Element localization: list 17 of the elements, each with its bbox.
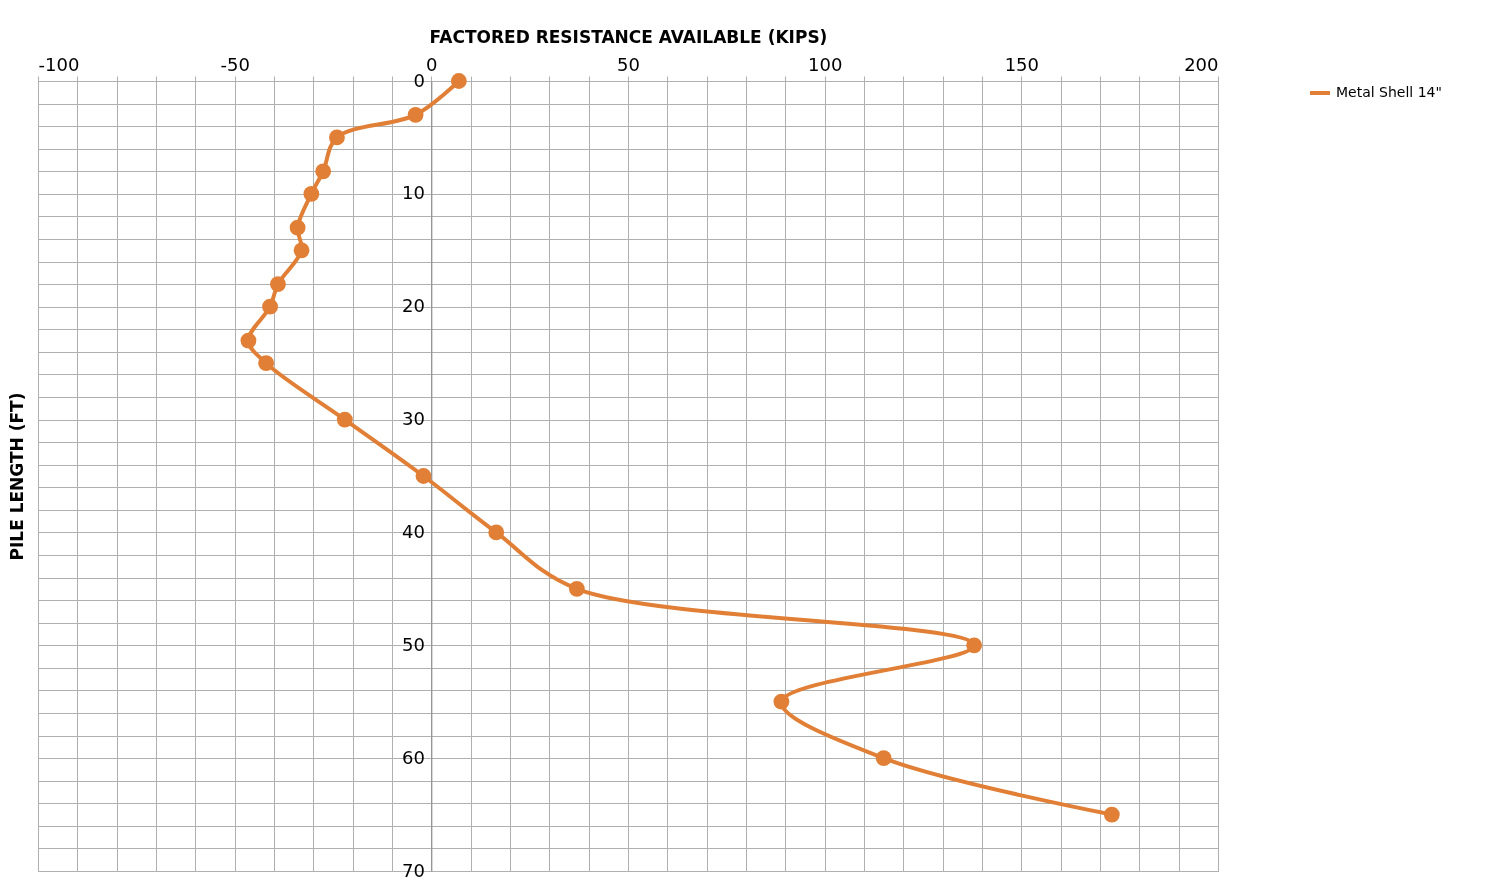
y-tick-label: 40: [401, 520, 425, 542]
y-tick-label: 10: [401, 182, 425, 204]
y-tick-label: 70: [401, 859, 425, 881]
x-tick-label: 200: [1184, 53, 1219, 75]
y-tick-label: 0: [413, 69, 425, 91]
x-tick-label: 50: [617, 53, 640, 75]
y-tick-label: 60: [401, 746, 425, 768]
x-tick-label: 100: [807, 53, 843, 75]
x-tick-label: -50: [220, 53, 250, 75]
legend-label: Metal Shell 14": [1336, 84, 1442, 100]
y-tick-label: 50: [401, 633, 425, 655]
x-tick-label: 150: [1004, 53, 1040, 75]
x-axis-title: FACTORED RESISTANCE AVAILABLE (KIPS): [429, 26, 828, 47]
x-tick-label: -100: [38, 53, 80, 75]
y-tick-label: 30: [401, 408, 425, 430]
y-tick-label: 20: [401, 295, 425, 317]
y-axis-title: PILE LENGTH (FT): [6, 392, 27, 561]
